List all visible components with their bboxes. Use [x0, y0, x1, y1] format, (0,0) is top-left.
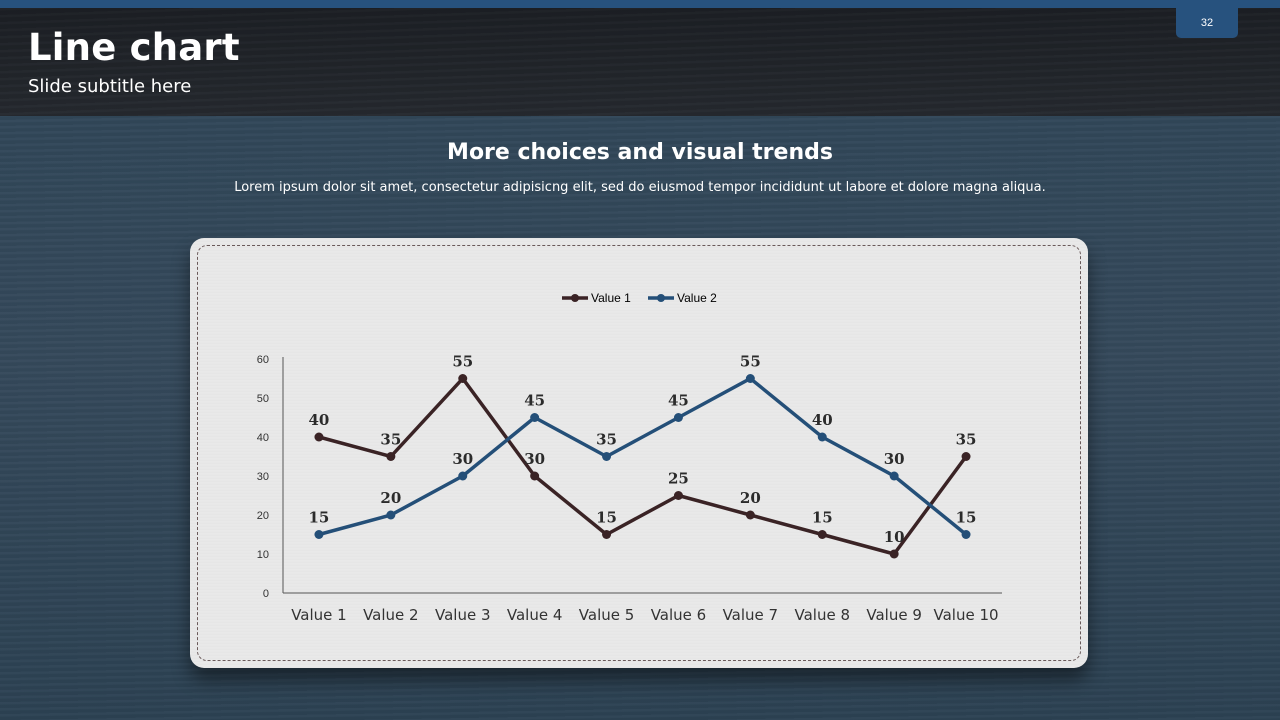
data-label: 35 — [380, 431, 401, 449]
data-point — [889, 471, 899, 481]
data-point — [314, 432, 324, 442]
data-label: 25 — [668, 470, 689, 488]
x-tick-label: Value 7 — [723, 606, 779, 624]
y-tick-label: 40 — [257, 432, 269, 444]
data-point — [530, 413, 540, 422]
line-chart: 0 10 20 30 40 50 60 Value 1 Value 2 Value 3 Value … — [257, 291, 1002, 624]
data-label: 15 — [309, 509, 330, 527]
data-point — [889, 549, 899, 559]
data-point — [314, 530, 324, 539]
page-number-badge: 32 — [1176, 8, 1238, 38]
slide-header: Line chart Slide subtitle here — [0, 8, 1280, 116]
y-tick-label: 20 — [257, 510, 269, 522]
data-point — [386, 510, 396, 520]
y-tick-label: 30 — [257, 471, 269, 483]
data-point — [458, 374, 468, 383]
data-label: 40 — [812, 411, 833, 429]
data-label: 30 — [884, 450, 905, 468]
top-accent-bar — [0, 0, 1280, 8]
x-tick-label: Value 9 — [866, 606, 922, 624]
data-point — [745, 510, 755, 520]
y-tick-label: 60 — [257, 354, 269, 366]
data-label: 35 — [596, 431, 617, 449]
series-line-1 — [317, 376, 968, 556]
x-tick-label: Value 4 — [507, 606, 563, 624]
data-point — [602, 452, 612, 461]
chart-card: 0 10 20 30 40 50 60 Value 1 Value 2 Value 3 Value … — [190, 238, 1088, 668]
data-point — [602, 530, 612, 539]
data-point — [530, 471, 540, 481]
x-tick-label: Value 10 — [934, 606, 999, 624]
data-label: 45 — [524, 392, 545, 410]
data-label: 30 — [452, 450, 473, 468]
data-label: 55 — [452, 353, 473, 371]
y-tick-label: 0 — [263, 588, 269, 600]
y-tick-label: 10 — [257, 549, 269, 561]
x-tick-label: Value 3 — [435, 606, 491, 624]
data-point — [817, 432, 827, 442]
slide-subtitle: Slide subtitle here — [28, 76, 192, 97]
data-label: 45 — [668, 392, 689, 410]
data-point — [745, 374, 755, 383]
data-point — [961, 530, 971, 539]
data-label: 15 — [956, 509, 977, 527]
x-tick-label: Value 2 — [363, 606, 419, 624]
data-point — [673, 491, 683, 500]
data-label: 20 — [740, 489, 761, 507]
legend-marker-2 — [657, 294, 665, 302]
data-point — [458, 471, 468, 481]
x-tick-label: Value 8 — [794, 606, 850, 624]
data-label: 15 — [812, 509, 833, 527]
data-label: 15 — [596, 509, 617, 527]
data-label: 20 — [380, 489, 401, 507]
chart-card-dashed-border — [197, 245, 1081, 661]
data-label: 55 — [740, 353, 761, 371]
data-point — [817, 530, 827, 539]
data-label: 10 — [884, 528, 905, 546]
data-point — [961, 452, 971, 461]
legend-label-1: Value 1 — [591, 291, 631, 305]
section-heading: More choices and visual trends — [447, 140, 833, 165]
data-label: 30 — [524, 450, 545, 468]
section-body-text: Lorem ipsum dolor sit amet, consectetur … — [234, 180, 1046, 195]
data-point — [386, 452, 396, 461]
y-tick-label: 50 — [257, 393, 269, 405]
data-label: 35 — [956, 431, 977, 449]
data-label: 40 — [309, 411, 330, 429]
slide-title: Line chart — [28, 26, 240, 69]
x-tick-label: Value 1 — [291, 606, 347, 624]
x-tick-label: Value 6 — [651, 606, 707, 624]
legend-marker-1 — [571, 294, 579, 302]
series-line-2 — [317, 376, 968, 537]
x-tick-label: Value 5 — [579, 606, 635, 624]
data-point — [673, 413, 683, 422]
legend-label-2: Value 2 — [677, 291, 717, 305]
